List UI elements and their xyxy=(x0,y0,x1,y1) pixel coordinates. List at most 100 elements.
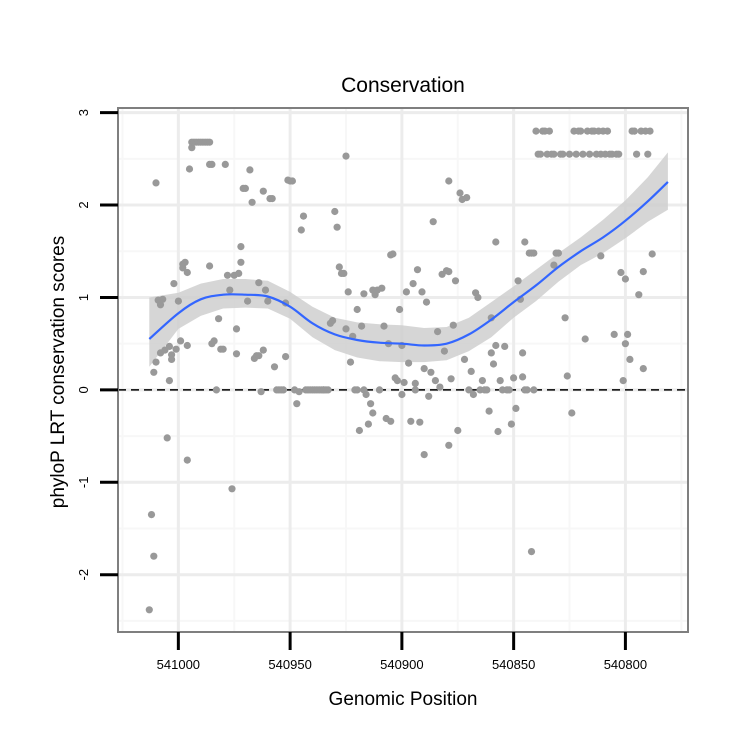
data-point xyxy=(170,280,178,288)
data-point xyxy=(422,298,431,306)
data-point xyxy=(619,377,627,385)
data-point xyxy=(413,266,422,274)
data-point xyxy=(463,194,471,202)
data-point xyxy=(232,325,241,333)
data-point xyxy=(639,268,647,276)
data-point xyxy=(563,372,571,380)
data-point xyxy=(554,249,563,257)
data-point xyxy=(172,345,180,353)
data-point xyxy=(440,347,448,355)
y-tick-label: -1 xyxy=(76,477,91,489)
y-tick-label: -2 xyxy=(76,569,91,581)
data-point xyxy=(568,409,576,417)
data-point xyxy=(210,337,218,345)
data-point xyxy=(367,400,375,408)
data-point xyxy=(340,269,348,277)
data-point xyxy=(469,390,477,399)
data-point xyxy=(420,451,428,459)
data-point xyxy=(221,160,229,168)
data-point xyxy=(235,269,243,277)
data-point xyxy=(630,127,639,135)
data-point xyxy=(425,392,433,400)
data-point xyxy=(626,355,634,363)
data-point xyxy=(206,138,214,146)
data-point xyxy=(183,341,191,350)
data-point xyxy=(150,368,158,376)
data-point xyxy=(174,297,182,305)
data-point xyxy=(246,166,254,174)
data-point xyxy=(333,223,341,231)
data-point xyxy=(147,510,156,519)
data-point xyxy=(389,250,397,258)
data-point xyxy=(494,427,502,436)
data-point xyxy=(152,358,160,366)
data-point xyxy=(163,434,171,442)
data-point xyxy=(248,198,256,206)
data-point xyxy=(150,552,158,560)
y-tick-label: 0 xyxy=(76,386,91,393)
data-point xyxy=(597,252,605,260)
data-point xyxy=(429,218,437,226)
data-point xyxy=(297,226,305,234)
data-point xyxy=(288,177,296,185)
y-axis-label: phyloP LRT conservation scores xyxy=(48,236,69,509)
data-point xyxy=(621,340,630,348)
data-point xyxy=(331,207,339,216)
data-point xyxy=(509,374,518,382)
data-point xyxy=(362,390,370,399)
data-point xyxy=(279,386,287,394)
x-axis: 541000 540950 540900 540850 540800 xyxy=(157,632,647,672)
data-point xyxy=(512,404,520,412)
data-point xyxy=(409,280,417,288)
data-point xyxy=(344,288,352,296)
smooth-line xyxy=(148,181,669,347)
data-point xyxy=(416,418,424,426)
data-point xyxy=(295,388,303,396)
data-point xyxy=(418,288,426,296)
smooth-curve-layer xyxy=(148,181,669,347)
data-point xyxy=(427,368,435,376)
data-point xyxy=(617,268,625,277)
data-point xyxy=(496,377,504,385)
data-point xyxy=(550,150,558,158)
y-tick-label: 1 xyxy=(76,294,91,301)
data-point xyxy=(208,160,216,168)
data-point xyxy=(648,250,656,258)
data-point xyxy=(282,353,290,361)
grid-lines xyxy=(118,108,688,632)
data-point xyxy=(456,189,464,197)
data-point xyxy=(369,409,377,417)
data-point xyxy=(232,350,241,358)
data-point xyxy=(465,386,473,394)
data-point xyxy=(646,127,654,135)
data-point xyxy=(268,195,276,203)
data-point xyxy=(152,179,160,187)
data-point xyxy=(228,485,236,493)
data-point xyxy=(478,377,486,385)
chart-title: Conservation xyxy=(341,74,465,97)
data-point xyxy=(445,177,453,185)
data-point xyxy=(505,386,513,394)
data-point xyxy=(168,355,176,363)
data-point xyxy=(644,150,652,158)
data-point xyxy=(358,322,366,330)
data-point xyxy=(215,315,223,323)
data-point xyxy=(400,378,408,387)
data-point xyxy=(320,386,328,394)
data-point xyxy=(360,290,368,298)
data-point xyxy=(467,367,475,375)
data-point xyxy=(145,606,153,614)
x-tick-label: 540900 xyxy=(380,657,423,672)
y-tick-label: 2 xyxy=(76,201,91,208)
data-point xyxy=(212,386,220,394)
data-point xyxy=(615,150,623,158)
data-point xyxy=(434,328,442,336)
data-point xyxy=(559,150,567,158)
data-point xyxy=(577,127,585,135)
data-point xyxy=(572,150,580,158)
x-tick-label: 540950 xyxy=(268,657,311,672)
data-point xyxy=(492,341,500,350)
data-point xyxy=(393,377,401,385)
data-point xyxy=(624,330,632,338)
data-point xyxy=(519,349,527,357)
